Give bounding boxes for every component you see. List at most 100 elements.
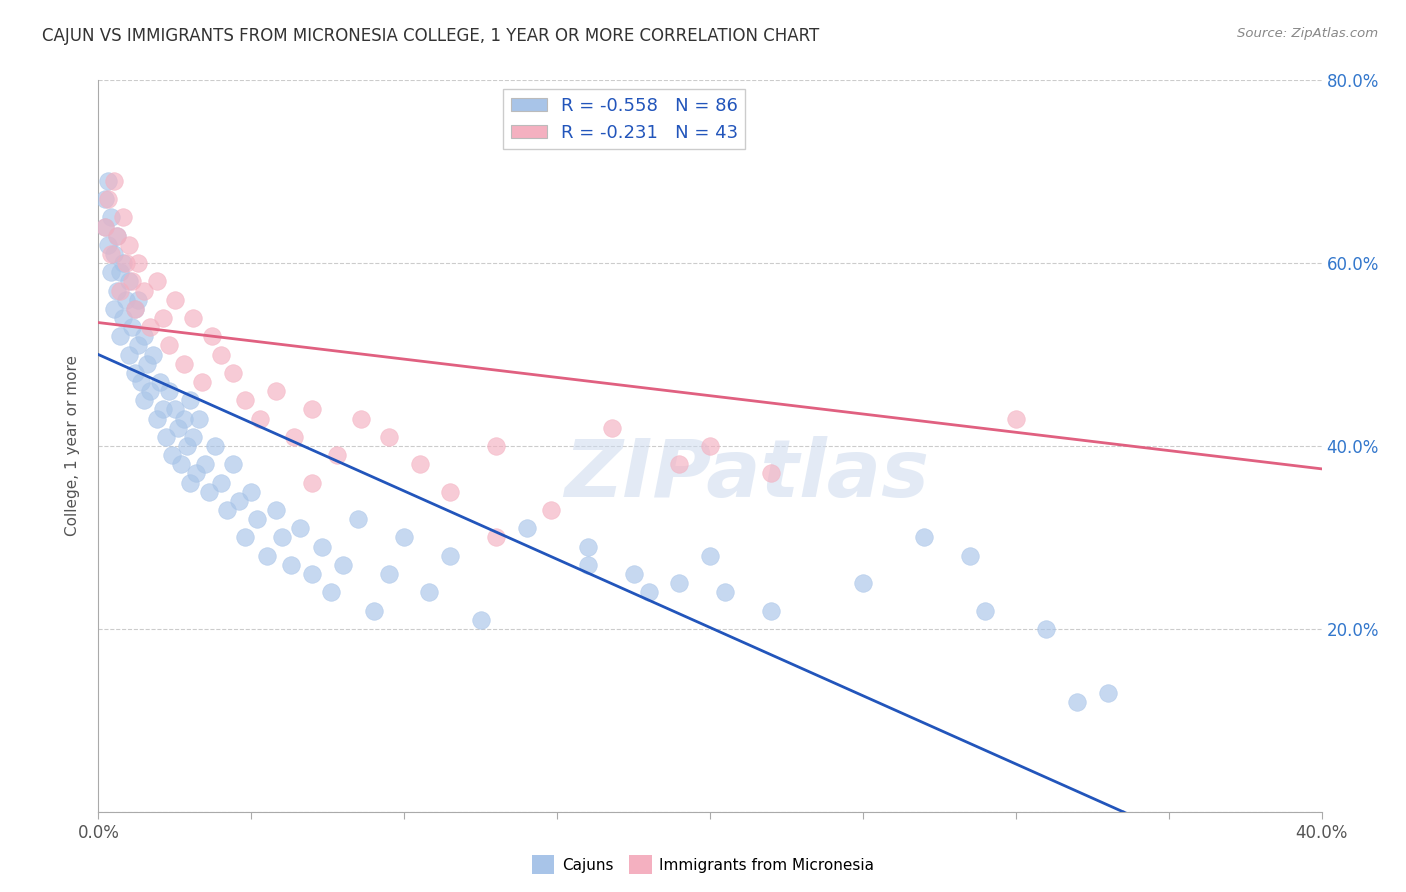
Point <box>197 484 219 499</box>
Point <box>163 402 186 417</box>
Point <box>134 393 156 408</box>
Point <box>124 301 146 316</box>
Point <box>163 293 186 307</box>
Point <box>142 347 165 362</box>
Point <box>139 384 162 398</box>
Point <box>134 329 156 343</box>
Point <box>326 448 349 462</box>
Point <box>157 384 180 398</box>
Point <box>301 567 323 582</box>
Point <box>759 603 782 617</box>
Point <box>173 357 195 371</box>
Point <box>759 467 782 481</box>
Point <box>439 484 461 499</box>
Point <box>959 549 981 563</box>
Text: Source: ZipAtlas.com: Source: ZipAtlas.com <box>1237 27 1378 40</box>
Point <box>111 256 134 270</box>
Point <box>111 211 134 225</box>
Point <box>103 247 125 261</box>
Point <box>600 421 623 435</box>
Point <box>124 301 146 316</box>
Point <box>108 329 131 343</box>
Point <box>194 457 217 471</box>
Point <box>668 457 690 471</box>
Point <box>240 484 263 499</box>
Point <box>100 265 122 279</box>
Point <box>1066 695 1088 709</box>
Point <box>222 457 245 471</box>
Legend: R = -0.558   N = 86, R = -0.231   N = 43: R = -0.558 N = 86, R = -0.231 N = 43 <box>503 89 745 149</box>
Point <box>852 576 875 591</box>
Point <box>246 512 269 526</box>
Point <box>1097 686 1119 700</box>
Point <box>215 503 238 517</box>
Point <box>105 284 128 298</box>
Point <box>191 375 214 389</box>
Point <box>97 238 120 252</box>
Point <box>392 530 416 544</box>
Point <box>332 558 354 572</box>
Point <box>115 256 138 270</box>
Point <box>136 357 159 371</box>
Point <box>204 439 226 453</box>
Point <box>170 457 193 471</box>
Point <box>93 219 115 234</box>
Point <box>160 448 183 462</box>
Point <box>290 521 312 535</box>
Point <box>100 247 122 261</box>
Point <box>179 393 201 408</box>
Point <box>108 284 131 298</box>
Point <box>540 503 562 517</box>
Point <box>974 603 997 617</box>
Point <box>637 585 661 599</box>
Point <box>576 540 599 554</box>
Point <box>668 576 690 591</box>
Point <box>188 411 211 425</box>
Point <box>1035 622 1057 636</box>
Point <box>108 265 131 279</box>
Point <box>485 439 508 453</box>
Point <box>699 439 721 453</box>
Point <box>301 402 323 417</box>
Point <box>145 275 167 289</box>
Point <box>157 338 180 352</box>
Point <box>105 228 128 243</box>
Point <box>167 421 190 435</box>
Point <box>418 585 440 599</box>
Point <box>470 613 492 627</box>
Point <box>186 467 208 481</box>
Point <box>127 293 149 307</box>
Point <box>209 475 232 490</box>
Point <box>378 567 401 582</box>
Point <box>439 549 461 563</box>
Point <box>233 393 256 408</box>
Point <box>222 366 245 380</box>
Point <box>319 585 342 599</box>
Point <box>124 366 146 380</box>
Point <box>173 411 195 425</box>
Point <box>256 549 278 563</box>
Point <box>485 530 508 544</box>
Point <box>176 439 198 453</box>
Point <box>181 430 204 444</box>
Point <box>118 275 141 289</box>
Point <box>228 494 250 508</box>
Point <box>121 320 143 334</box>
Point <box>350 411 373 425</box>
Point <box>179 475 201 490</box>
Point <box>103 174 125 188</box>
Point <box>118 238 141 252</box>
Point <box>149 375 172 389</box>
Point <box>127 256 149 270</box>
Point <box>516 521 538 535</box>
Point <box>118 347 141 362</box>
Point <box>134 284 156 298</box>
Point <box>129 375 152 389</box>
Point <box>111 310 134 325</box>
Point <box>93 219 115 234</box>
Point <box>152 402 174 417</box>
Point <box>145 411 167 425</box>
Point <box>97 192 120 206</box>
Point <box>264 384 287 398</box>
Y-axis label: College, 1 year or more: College, 1 year or more <box>65 356 80 536</box>
